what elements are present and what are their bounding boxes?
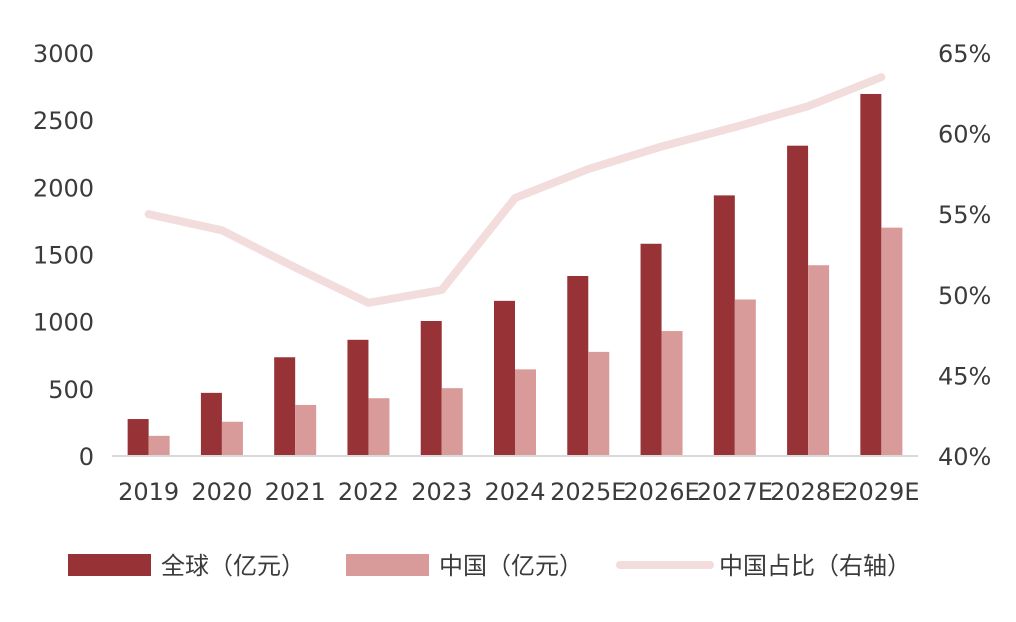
bar-global-2026E: [640, 243, 662, 456]
x-tick-label: 2025E: [550, 478, 626, 506]
x-tick-label: 2029E: [843, 478, 919, 506]
bar-china-2022: [368, 398, 390, 456]
bar-china-2028E: [808, 265, 830, 456]
y-left-tick-label: 3000: [33, 40, 94, 68]
bar-china-2027E: [734, 299, 756, 456]
x-tick-label: 2021: [265, 478, 326, 506]
y-right-tick-label: 65%: [938, 40, 991, 68]
bar-global-2020: [200, 392, 222, 456]
bar-china-2023: [441, 388, 463, 456]
legend-label: 中国（亿元）: [439, 552, 583, 580]
bar-china-2024: [515, 369, 536, 456]
y-left-tick-label: 0: [79, 443, 94, 471]
bar-china-2025E: [588, 351, 610, 456]
bar-global-2027E: [713, 195, 735, 457]
axis-layer: 2019 2020 2021 2022 2023 2024 2025E2026E2027E2…: [33, 40, 991, 506]
bar-global-2025E: [567, 275, 589, 456]
x-tick-label: 2019: [118, 478, 179, 506]
y-right-tick-label: 50%: [938, 282, 991, 310]
legend-swatch-china: [346, 554, 429, 576]
legend-label: 全球（亿元）: [161, 552, 305, 580]
line-china-share: [144, 73, 886, 307]
y-right-tick-label: 40%: [938, 443, 991, 471]
bar-china-2021: [295, 404, 317, 456]
x-tick-label: 2023: [411, 478, 472, 506]
bar-china-2026E: [661, 331, 683, 456]
y-right-tick-label: 60%: [938, 121, 991, 149]
legend-label: 中国占比（右轴）: [719, 552, 911, 580]
x-tick-label: 2028E: [770, 478, 846, 506]
bar-china-2019: [148, 435, 170, 456]
bar-global-2019: [127, 419, 149, 456]
x-tick-label: 2026E: [623, 478, 699, 506]
x-tick-label: 2020: [191, 478, 252, 506]
legend-swatch-global: [68, 554, 151, 576]
y-left-tick-label: 1000: [33, 309, 94, 337]
y-left-tick-label: 2000: [33, 174, 94, 202]
bar-global-2021: [274, 357, 296, 456]
y-right-tick-label: 45%: [938, 362, 991, 390]
bar-china-2029E: [881, 227, 903, 456]
x-tick-label: 2024: [484, 478, 545, 506]
bar-global-2023: [420, 320, 442, 456]
bar-global-2024: [494, 300, 515, 456]
x-tick-label: 2027E: [697, 478, 773, 506]
y-left-tick-label: 1500: [33, 242, 94, 270]
plot-layer: [127, 73, 903, 457]
bar-global-2028E: [787, 145, 809, 456]
y-left-tick-label: 500: [48, 376, 94, 404]
legend: 全球（亿元） 中国（亿元） 中国占比（右轴）: [68, 552, 911, 580]
bar-global-2029E: [860, 93, 882, 456]
bar-global-2022: [347, 339, 369, 456]
bar-china-2020: [221, 421, 243, 456]
y-left-tick-label: 2500: [33, 107, 94, 135]
y-right-tick-label: 55%: [938, 201, 991, 229]
x-tick-label: 2022: [338, 478, 399, 506]
